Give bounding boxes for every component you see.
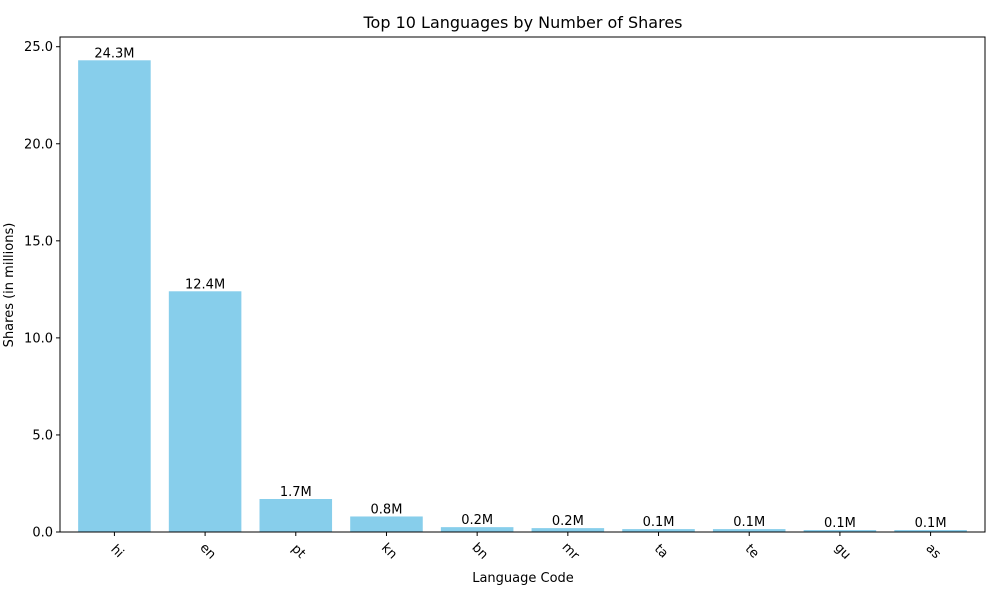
data-label-as: 0.1M (915, 516, 947, 531)
bar-kn (350, 516, 423, 532)
plot-area: 24.3M hi 12.4M en 1.7M pt 0.8M kn 0.2M bn 0.2M mr 0.… (24, 36, 986, 564)
y-tick-label-15: 15.0 (24, 234, 53, 249)
bar-mr (531, 528, 605, 532)
data-label-en: 12.4M (185, 277, 225, 292)
x-tick-label-kn: kn (378, 541, 400, 563)
data-label-te: 0.1M (733, 515, 765, 530)
y-tick-label-5: 5.0 (32, 428, 53, 443)
x-tick-label-bn: bn (468, 540, 490, 562)
x-tick-label-en: en (197, 540, 219, 562)
y-tick-label-0: 0.0 (32, 526, 53, 541)
data-label-pt: 1.7M (280, 485, 312, 500)
x-tick-label-pt: pt (288, 541, 308, 561)
bar-hi (78, 60, 151, 532)
x-tick-label-ta: ta (651, 542, 671, 562)
data-label-hi: 24.3M (94, 46, 134, 61)
x-tick-label-as: as (923, 541, 944, 562)
x-tick-label-te: te (742, 542, 762, 562)
data-label-kn: 0.8M (371, 502, 403, 517)
bar-en (168, 291, 242, 532)
bar-pt (259, 499, 333, 532)
y-tick-label-10: 10.0 (24, 331, 53, 346)
x-tick-label-gu: gu (831, 540, 853, 562)
x-axis-label: Language Code (472, 571, 574, 586)
y-tick-label-25: 25.0 (24, 40, 53, 55)
plot-frame (59, 36, 986, 533)
bar-as (894, 530, 967, 532)
bar-gu (803, 530, 877, 532)
y-tick-label-20: 20.0 (24, 137, 53, 152)
chart-title: Top 10 Languages by Number of Shares (363, 13, 683, 32)
data-label-bn: 0.2M (461, 513, 493, 528)
data-label-ta: 0.1M (643, 515, 675, 530)
bar-te (712, 529, 786, 532)
x-tick-label-hi: hi (107, 542, 126, 561)
data-label-mr: 0.2M (552, 514, 584, 529)
y-axis-label: Shares (in millions) (2, 223, 17, 348)
x-tick-label-mr: mr (559, 540, 583, 564)
bar-ta (622, 529, 695, 532)
data-label-gu: 0.1M (824, 516, 856, 531)
bar-bn (440, 527, 514, 532)
